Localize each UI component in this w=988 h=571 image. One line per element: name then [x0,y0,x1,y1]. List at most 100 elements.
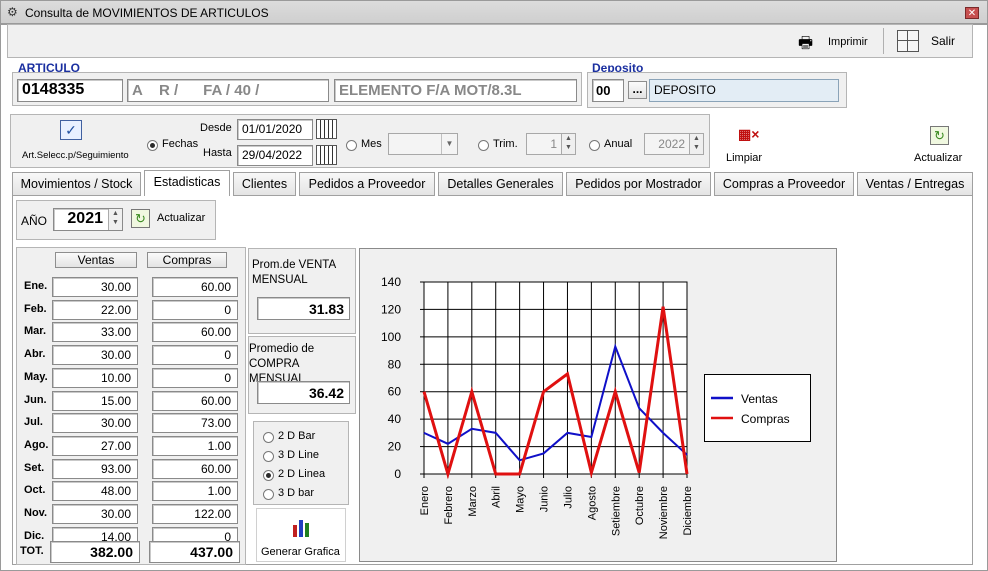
tab-pedidos-mostrador[interactable]: Pedidos por Mostrador [566,172,711,196]
total-label: TOT. [20,545,44,557]
desde-label: Desde [200,122,232,134]
legend-ventas-label: Ventas [741,392,778,406]
chart-type-radio-2d-bar[interactable] [263,432,274,443]
limpiar-button[interactable]: ▦× Limpiar [722,124,772,166]
chart-x-ticks: Enero Febrero Marzo Abril Mayo Junio Julio Agos… [419,474,694,539]
print-button[interactable]: 🖶 Imprimir [798,30,868,54]
trim-stepper[interactable]: 1 ▲ ▼ [526,133,576,155]
chart-type-radio-2d-linea[interactable] [263,470,274,481]
anual-label: Anual [604,138,633,150]
y-tick-label: 60 [388,385,402,399]
app-icon: ⚙ [7,5,18,19]
ventas-header-button[interactable]: Ventas [55,252,137,268]
y-tick-label: 40 [388,412,402,426]
chart-grid [423,281,688,475]
x-tick-label: Octubre [634,486,646,525]
compras-cell: 1.00 [152,435,238,456]
clear-icon: ▦× [738,126,760,142]
desde-calendar-icon[interactable] [316,119,337,139]
compras-cell: 73.00 [152,413,238,434]
month-label: Abr. [24,348,46,361]
deposito-label: Deposito [592,61,644,75]
ventas-cell: 15.00 [52,390,138,411]
anual-radio[interactable] [589,140,600,151]
tab-movimientos-stock[interactable]: Movimientos / Stock [12,172,141,196]
tab-ventas-entregas[interactable]: Ventas / Entregas [857,172,973,196]
art-select-button[interactable]: ✓ Art.Selecc.p/Seguimiento [18,118,134,164]
tab-estadisticas[interactable]: Estadisticas [144,170,230,197]
month-label: Oct. [24,484,46,497]
month-label: Feb. [24,302,47,315]
fechas-radio[interactable] [147,140,158,151]
month-label: Jul. [24,416,43,429]
chart-legend [704,374,811,442]
trim-radio[interactable] [478,140,489,151]
legend-compras-label: Compras [741,412,790,426]
chart-type-2d-linea-label: 2 D Linea [278,468,326,480]
ventas-cell: 48.00 [52,481,138,502]
refresh-icon: ↻ [131,209,150,228]
toolbar-divider [883,28,884,54]
tab-compras-proveedor[interactable]: Compras a Proveedor [714,172,854,196]
chart-type-2d-bar-label: 2 D Bar [278,430,316,442]
hasta-label: Hasta [203,147,232,159]
series-line-ventas [423,343,688,462]
exit-button[interactable]: Salir [893,29,963,53]
month-label: Mar. [24,325,47,338]
articulo-label: ARTICULO [18,61,80,75]
close-icon[interactable]: ✕ [965,7,979,19]
articulo-desc1-field[interactable]: A R / FA / 40 / [127,79,329,102]
tab-clientes[interactable]: Clientes [233,172,296,196]
chart-type-3d-bar-label: 3 D bar [278,487,315,499]
anual-stepper[interactable]: 2022 ▲ ▼ [644,133,704,155]
compras-cell: 60.00 [152,322,238,343]
ventas-cell: 33.00 [52,322,138,343]
y-tick-label: 80 [388,357,402,371]
y-tick-label: 100 [381,330,401,344]
compras-cell: 0 [152,345,238,366]
year-label: AÑO [21,214,48,228]
compras-cell: 0 [152,299,238,320]
hasta-calendar-icon[interactable] [316,145,337,165]
ventas-cell: 93.00 [52,458,138,479]
desde-date-field[interactable]: 01/01/2020 [237,119,313,140]
line-chart: 140 120 100 80 60 40 20 0 Enero Febrero Marzo Abri… [359,248,837,562]
month-label: Ago. [24,438,49,451]
art-select-label: Art.Selecc.p/Seguimiento [22,150,129,161]
deposito-name-field: DEPOSITO [649,79,839,102]
y-tick-label: 140 [381,275,401,289]
venta-avg-value: 31.83 [257,297,350,320]
year-actualizar-button[interactable]: ↻ Actualizar [129,207,215,233]
x-tick-label: Marzo [467,486,479,517]
deposito-browse-button[interactable]: ... [628,81,647,99]
mes-select[interactable]: ▼ [388,133,458,155]
tab-pedidos-proveedor[interactable]: Pedidos a Proveedor [299,172,435,196]
year-stepper[interactable]: 2021 ▲ ▼ [53,208,123,231]
bar-chart-icon [291,517,313,537]
chart-type-3d-line-label: 3 D Line [278,449,319,461]
month-label: May. [24,370,48,383]
articulo-code-field[interactable]: 0148335 [17,79,123,102]
compras-cell: 60.00 [152,458,238,479]
x-tick-label: Julio [562,486,574,509]
generar-grafica-button[interactable]: Generar Grafica [256,508,346,562]
articulo-desc2-field[interactable]: ELEMENTO F/A MOT/8.3L [334,79,577,102]
chart-type-radio-3d-bar[interactable] [263,489,274,500]
deposito-code-field[interactable]: 00 [592,79,624,102]
compras-cell: 0 [152,367,238,388]
tab-detalles-generales[interactable]: Detalles Generales [438,172,563,196]
month-label: Jun. [24,393,47,406]
chart-type-radio-3d-line[interactable] [263,451,274,462]
hasta-date-field[interactable]: 29/04/2022 [237,145,313,166]
compras-cell: 60.00 [152,390,238,411]
fechas-label: Fechas [162,138,199,150]
actualizar-button[interactable]: ↻ Actualizar [910,124,970,166]
ventas-cell: 30.00 [52,345,138,366]
compras-cell: 60.00 [152,277,238,297]
compras-header-button[interactable]: Compras [147,252,227,268]
refresh-icon: ↻ [930,126,949,145]
printer-icon: 🖶 [798,35,814,52]
mes-radio[interactable] [346,140,357,151]
compras-cell: 122.00 [152,504,238,524]
chart-y-ticks: 140 120 100 80 60 40 20 0 [381,275,424,481]
